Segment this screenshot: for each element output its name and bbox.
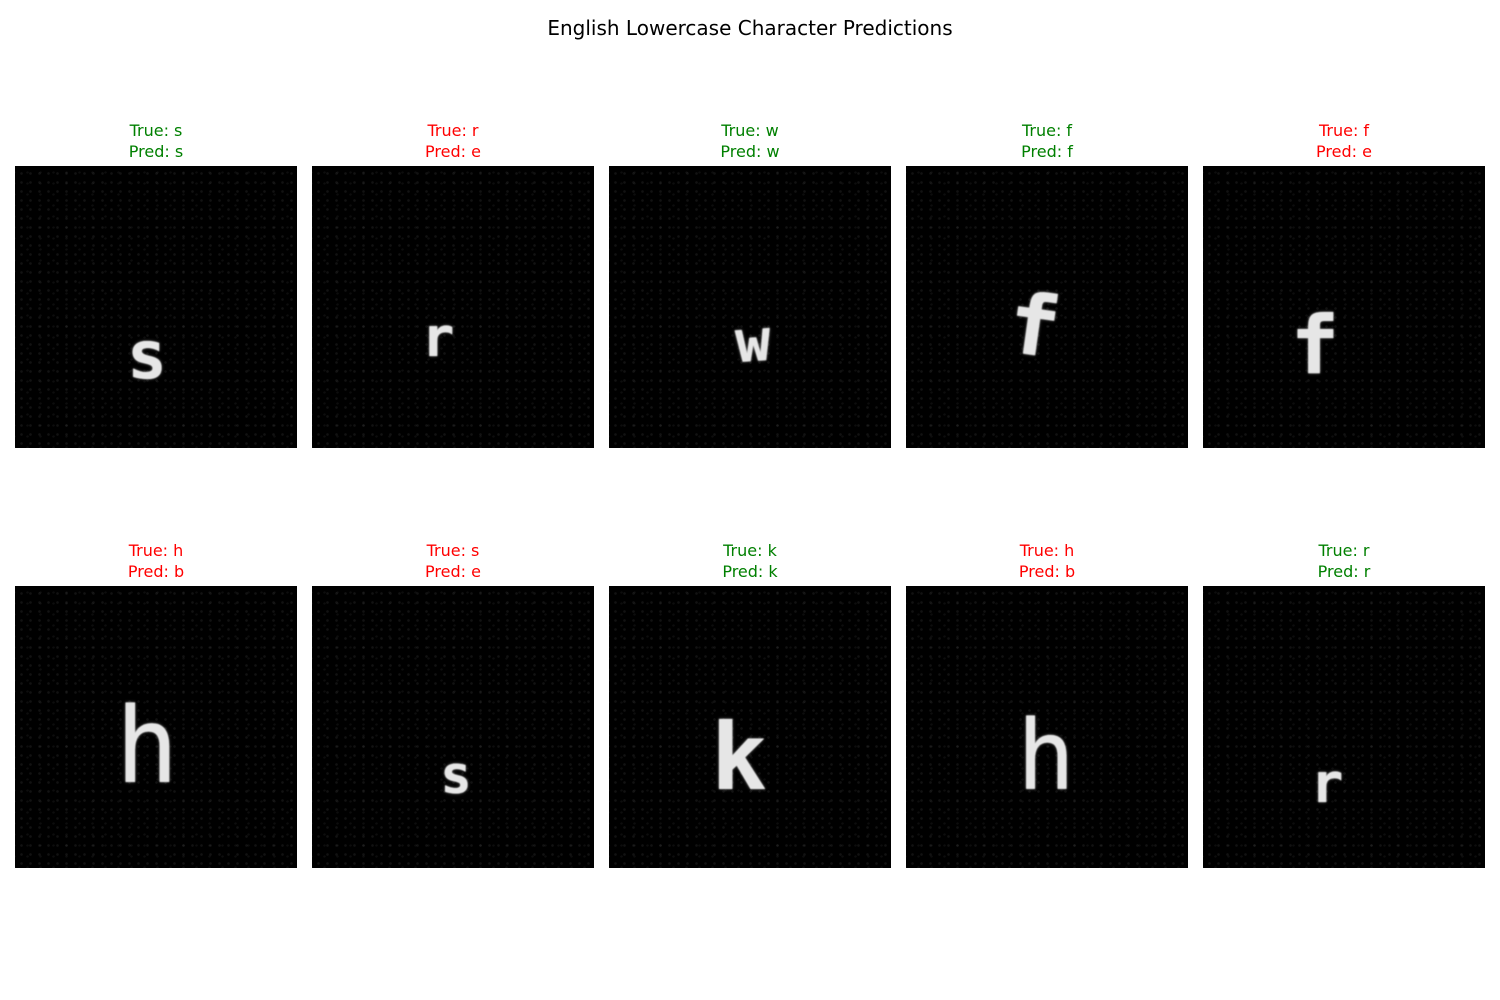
true-label: True: k — [723, 541, 777, 560]
character-image: f — [1203, 166, 1485, 448]
prediction-caption: True: h Pred: b — [15, 540, 297, 582]
character-image: s — [15, 166, 297, 448]
character-image: r — [1203, 586, 1485, 868]
character-glyph: h — [115, 685, 179, 807]
prediction-panel: True: h Pred: b h — [906, 540, 1188, 868]
true-label: True: h — [1019, 541, 1075, 560]
figure-title: English Lowercase Character Predictions — [547, 16, 953, 40]
true-label: True: s — [129, 121, 183, 140]
true-label: True: h — [128, 541, 184, 560]
character-image: h — [906, 586, 1188, 868]
prediction-panel: True: h Pred: b h — [15, 540, 297, 868]
character-glyph: w — [733, 305, 773, 377]
pred-label: Pred: b — [127, 562, 185, 581]
prediction-panel: True: f Pred: e f — [1203, 120, 1485, 448]
character-glyph: f — [1002, 273, 1066, 379]
true-label: True: s — [426, 541, 480, 560]
prediction-panel: True: r Pred: r r — [1203, 540, 1485, 868]
prediction-panel: True: r Pred: e r — [312, 120, 594, 448]
prediction-caption: True: r Pred: e — [312, 120, 594, 162]
prediction-panel: True: s Pred: e s — [312, 540, 594, 868]
character-glyph: s — [440, 746, 472, 806]
prediction-caption: True: f Pred: f — [906, 120, 1188, 162]
prediction-panel: True: w Pred: w w — [609, 120, 891, 448]
true-label: True: f — [1021, 121, 1073, 140]
true-label: True: f — [1318, 121, 1370, 140]
pred-label: Pred: f — [1021, 142, 1073, 161]
pred-label: Pred: e — [425, 562, 481, 581]
character-glyph: s — [127, 317, 167, 394]
character-image: s — [312, 586, 594, 868]
character-glyph: h — [1017, 700, 1075, 812]
true-label: True: w — [721, 121, 779, 140]
character-image: r — [312, 166, 594, 448]
prediction-panel: True: f Pred: f f — [906, 120, 1188, 448]
pred-label: Pred: s — [128, 142, 184, 161]
pred-label: Pred: w — [720, 142, 780, 161]
character-glyph: f — [1290, 299, 1340, 392]
character-image: f — [906, 166, 1188, 448]
pred-label: Pred: e — [1316, 142, 1372, 161]
prediction-caption: True: s Pred: s — [15, 120, 297, 162]
prediction-panel: True: s Pred: s s — [15, 120, 297, 448]
prediction-caption: True: f Pred: e — [1203, 120, 1485, 162]
true-label: True: r — [1318, 541, 1370, 560]
prediction-caption: True: s Pred: e — [312, 540, 594, 582]
prediction-panel: True: k Pred: k k — [609, 540, 891, 868]
prediction-caption: True: k Pred: k — [609, 540, 891, 582]
character-image: k — [609, 586, 891, 868]
prediction-caption: True: w Pred: w — [609, 120, 891, 162]
character-glyph: r — [1310, 752, 1344, 815]
prediction-caption: True: r Pred: r — [1203, 540, 1485, 582]
character-glyph: k — [711, 704, 767, 811]
true-label: True: r — [427, 121, 479, 140]
pred-label: Pred: k — [722, 562, 778, 581]
character-image: w — [609, 166, 891, 448]
pred-label: Pred: r — [1317, 562, 1371, 581]
pred-label: Pred: e — [425, 142, 481, 161]
prediction-caption: True: h Pred: b — [906, 540, 1188, 582]
pred-label: Pred: b — [1018, 562, 1076, 581]
character-glyph: r — [421, 306, 455, 369]
character-image: h — [15, 586, 297, 868]
